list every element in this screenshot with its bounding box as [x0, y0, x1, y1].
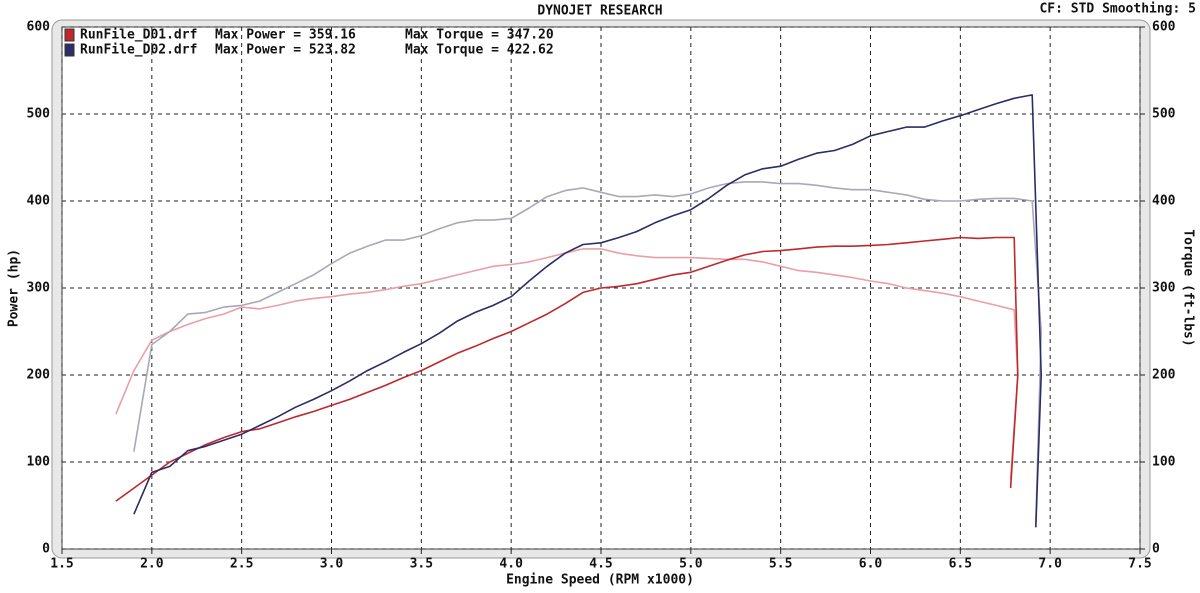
- y2-tick-label: 100: [1152, 455, 1176, 470]
- x-tick-label: 7.5: [1128, 557, 1151, 572]
- torque-line: [115, 248, 1019, 480]
- x-tick-label: 6.5: [949, 557, 972, 572]
- y-tick-label: 0: [42, 542, 50, 557]
- y2-tick-label: 400: [1152, 194, 1176, 209]
- x-tick-label: 4.5: [589, 557, 612, 572]
- y-tick-label: 300: [27, 281, 51, 296]
- x-tick-label: 2.5: [230, 557, 253, 572]
- torque-line: [133, 181, 1042, 523]
- x-tick-label: 6.0: [859, 557, 883, 572]
- legend-max-power: Max Power = 523.82: [215, 43, 356, 58]
- legend-max-torque: Max Torque = 422.62: [405, 43, 554, 58]
- y-tick-label: 200: [27, 368, 51, 383]
- x-tick-label: 3.5: [410, 557, 433, 572]
- x-tick-label: 5.0: [679, 557, 703, 572]
- legend-max-torque: Max Torque = 347.20: [405, 28, 554, 43]
- y-tick-label: 500: [27, 107, 51, 122]
- x-tick-label: 4.0: [499, 557, 523, 572]
- power-line: [115, 236, 1019, 502]
- corner-note: CF: STD Smoothing: 5: [1039, 2, 1196, 17]
- y-tick-label: 400: [27, 194, 51, 209]
- x-tick-label: 1.5: [50, 557, 73, 572]
- y-axis-label: Power (hp): [7, 249, 22, 327]
- y2-tick-label: 600: [1152, 20, 1176, 35]
- y2-tick-label: 0: [1152, 542, 1160, 557]
- chart-title: DYNOJET RESEARCH: [537, 4, 662, 19]
- x-tick-label: 5.5: [769, 557, 792, 572]
- legend-label: RunFile_D02.drf: [80, 43, 197, 58]
- legend-max-power: Max Power = 359.16: [215, 28, 356, 43]
- x-tick-label: 3.0: [320, 557, 344, 572]
- y2-tick-label: 300: [1152, 281, 1176, 296]
- y-tick-label: 100: [27, 455, 51, 470]
- x-tick-label: 2.0: [140, 557, 164, 572]
- y2-tick-label: 500: [1152, 107, 1176, 122]
- legend-swatch: [64, 28, 75, 42]
- y2-axis-label: Torque (ft-lbs): [1181, 229, 1196, 346]
- x-axis-label: Engine Speed (RPM x1000): [506, 573, 694, 588]
- x-tick-label: 7.0: [1038, 557, 1062, 572]
- legend-swatch: [64, 43, 75, 57]
- y-tick-label: 600: [27, 20, 51, 35]
- legend-label: RunFile_D01.drf: [80, 28, 197, 43]
- power-line: [133, 94, 1042, 528]
- y2-tick-label: 200: [1152, 368, 1176, 383]
